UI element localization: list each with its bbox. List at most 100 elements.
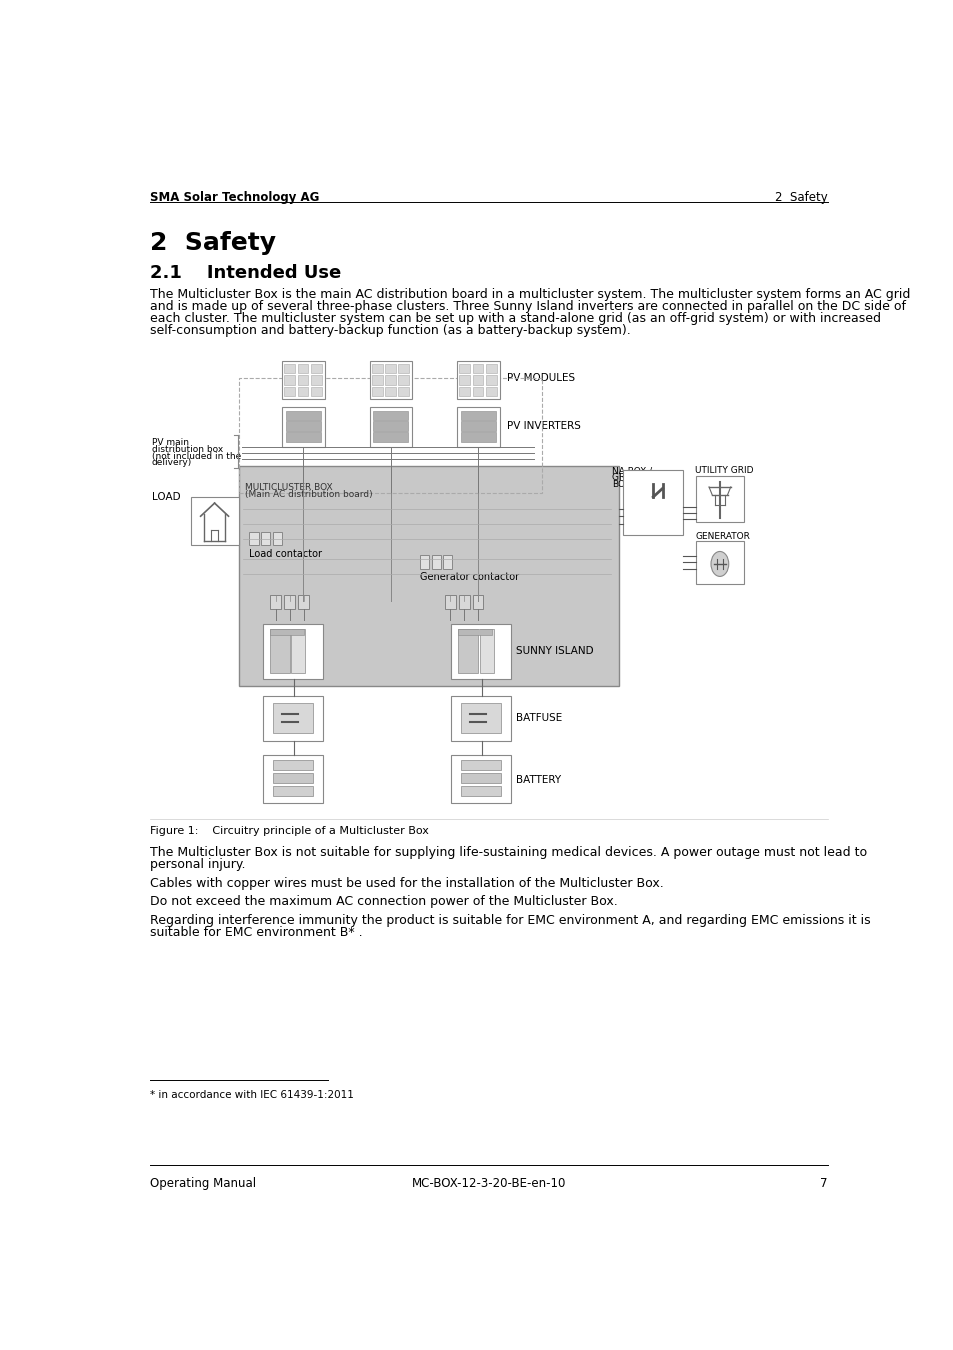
Bar xyxy=(485,387,497,396)
Text: SUNNY ISLAND: SUNNY ISLAND xyxy=(516,645,593,656)
Bar xyxy=(297,363,308,373)
Bar xyxy=(443,555,452,568)
Text: * in accordance with IEC 61439-1:2011: * in accordance with IEC 61439-1:2011 xyxy=(150,1089,354,1100)
Text: MULTICLUSTER BOX: MULTICLUSTER BOX xyxy=(245,483,332,493)
Bar xyxy=(457,629,477,674)
Bar xyxy=(298,595,309,609)
Bar xyxy=(286,410,320,420)
Text: Regarding interference immunity the product is suitable for EMC environment A, a: Regarding interference immunity the prod… xyxy=(150,914,870,926)
Text: PV main: PV main xyxy=(152,437,189,447)
Bar xyxy=(695,541,743,585)
Bar xyxy=(459,375,470,385)
Text: BATFUSE: BATFUSE xyxy=(516,713,561,724)
Text: suitable for EMC environment B* .: suitable for EMC environment B* . xyxy=(150,926,362,938)
Bar xyxy=(284,375,294,385)
Bar xyxy=(451,624,511,679)
Text: Load contactor: Load contactor xyxy=(249,549,322,559)
Bar xyxy=(262,624,323,679)
Bar xyxy=(261,532,270,545)
Bar xyxy=(372,375,382,385)
Bar xyxy=(431,555,440,568)
Text: and is made up of several three-phase clusters. Three Sunny Island inverters are: and is made up of several three-phase cl… xyxy=(150,300,905,313)
Bar xyxy=(273,772,313,783)
Bar xyxy=(373,432,408,441)
Bar xyxy=(460,421,496,431)
Bar xyxy=(311,375,321,385)
Bar xyxy=(286,421,320,431)
Bar xyxy=(191,497,238,544)
Text: GRID CONNECT: GRID CONNECT xyxy=(612,472,681,482)
Bar xyxy=(273,532,282,545)
Bar xyxy=(459,387,470,396)
Bar xyxy=(460,760,500,771)
Bar xyxy=(472,363,483,373)
Bar xyxy=(385,363,395,373)
Bar xyxy=(282,406,324,447)
Text: (Main AC distribution board): (Main AC distribution board) xyxy=(245,490,372,500)
Bar xyxy=(284,363,294,373)
Bar xyxy=(284,595,294,609)
Text: LOAD: LOAD xyxy=(152,491,180,502)
Bar xyxy=(369,360,412,400)
Bar xyxy=(451,755,511,803)
Bar xyxy=(457,629,492,634)
Text: PV MODULES: PV MODULES xyxy=(506,373,575,383)
Bar xyxy=(460,702,500,733)
Text: distribution box: distribution box xyxy=(152,444,223,454)
Bar xyxy=(311,363,321,373)
Text: each cluster. The multicluster system can be set up with a stand-alone grid (as : each cluster. The multicluster system ca… xyxy=(150,312,881,325)
Bar xyxy=(385,375,395,385)
Bar xyxy=(262,697,323,741)
Text: self-consumption and battery-backup function (as a battery-backup system).: self-consumption and battery-backup func… xyxy=(150,324,630,338)
Text: MC-BOX-12-3-20-BE-en-10: MC-BOX-12-3-20-BE-en-10 xyxy=(412,1177,565,1189)
Bar xyxy=(372,387,382,396)
Text: 2  Safety: 2 Safety xyxy=(774,192,827,204)
Bar xyxy=(419,555,429,568)
Bar xyxy=(472,375,483,385)
Bar xyxy=(460,432,496,441)
Bar xyxy=(479,629,493,674)
Bar xyxy=(369,406,412,447)
Bar xyxy=(451,697,511,741)
Text: The Multicluster Box is the main AC distribution board in a multicluster system.: The Multicluster Box is the main AC dist… xyxy=(150,288,910,301)
Text: GENERATOR: GENERATOR xyxy=(695,532,749,540)
Bar xyxy=(239,466,618,686)
Bar xyxy=(270,595,281,609)
Bar xyxy=(459,363,470,373)
Bar xyxy=(291,629,305,674)
Text: (not included in the: (not included in the xyxy=(152,451,241,460)
Bar xyxy=(284,387,294,396)
Bar xyxy=(270,629,290,674)
Bar xyxy=(311,387,321,396)
Bar xyxy=(460,410,496,420)
Bar xyxy=(273,760,313,771)
Bar xyxy=(282,360,324,400)
Bar xyxy=(622,470,682,536)
Bar xyxy=(239,378,541,493)
Bar xyxy=(695,477,743,522)
Bar xyxy=(485,375,497,385)
Text: UTILITY GRID: UTILITY GRID xyxy=(695,466,753,475)
Text: Do not exceed the maximum AC connection power of the Multicluster Box.: Do not exceed the maximum AC connection … xyxy=(150,895,618,909)
Bar xyxy=(297,375,308,385)
Bar xyxy=(472,387,483,396)
Bar xyxy=(472,595,483,609)
Bar xyxy=(249,532,258,545)
Text: Operating Manual: Operating Manual xyxy=(150,1177,256,1189)
Text: 7: 7 xyxy=(820,1177,827,1189)
Text: Generator contactor: Generator contactor xyxy=(419,571,518,582)
Bar xyxy=(456,360,499,400)
Bar xyxy=(458,595,469,609)
Bar xyxy=(273,786,313,796)
Text: Cables with copper wires must be used for the installation of the Multicluster B: Cables with copper wires must be used fo… xyxy=(150,876,663,890)
Text: SMA Solar Technology AG: SMA Solar Technology AG xyxy=(150,192,319,204)
Bar xyxy=(485,363,497,373)
Bar xyxy=(297,387,308,396)
Bar xyxy=(385,387,395,396)
Bar xyxy=(397,387,409,396)
Bar xyxy=(273,702,313,733)
Text: PV INVERTERS: PV INVERTERS xyxy=(506,421,580,431)
Text: The Multicluster Box is not suitable for supplying life-sustaining medical devic: The Multicluster Box is not suitable for… xyxy=(150,845,866,859)
Bar xyxy=(456,406,499,447)
Text: NA BOX /: NA BOX / xyxy=(612,466,652,475)
